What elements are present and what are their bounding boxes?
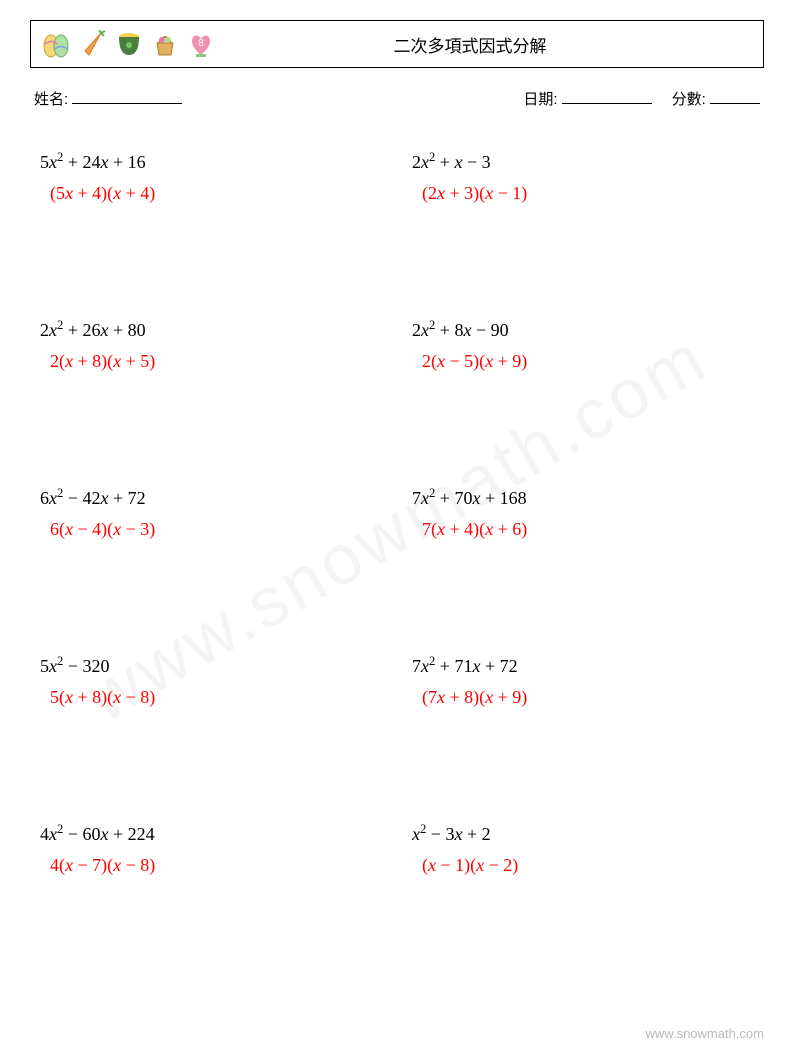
score-field: 分數: (672, 88, 760, 109)
heart-8-icon: 8 (185, 28, 217, 60)
worksheet-title: 二次多項式因式分解 (217, 32, 753, 57)
header-icons: 8 (41, 28, 217, 60)
svg-text:8: 8 (198, 38, 204, 49)
problem-4-question: 2x2 + 8x − 90 (412, 317, 754, 344)
date-label: 日期: (523, 91, 557, 108)
worksheet-page: 8 二次多項式因式分解 姓名: 日期: 分數: 5x2 + 24x + 16 (5… (0, 0, 794, 909)
name-label: 姓名: (34, 91, 68, 108)
problem-3-answer: 2(x + 8)(x + 5) (40, 348, 382, 375)
basket-icon (149, 28, 181, 60)
problem-8: 7x2 + 71x + 72 (7x + 8)(x + 9) (412, 653, 754, 711)
problem-2: 2x2 + x − 3 (2x + 3)(x − 1) (412, 149, 754, 207)
carrot-icon (77, 28, 109, 60)
name-underline (72, 89, 182, 104)
problem-10: x2 − 3x + 2 (x − 1)(x − 2) (412, 821, 754, 879)
problem-4: 2x2 + 8x − 90 2(x − 5)(x + 9) (412, 317, 754, 375)
problem-1-question: 5x2 + 24x + 16 (40, 149, 382, 176)
problem-7: 5x2 − 320 5(x + 8)(x − 8) (40, 653, 382, 711)
problem-7-question: 5x2 − 320 (40, 653, 382, 680)
problem-2-answer: (2x + 3)(x − 1) (412, 180, 754, 207)
problem-3: 2x2 + 26x + 80 2(x + 8)(x + 5) (40, 317, 382, 375)
info-row: 姓名: 日期: 分數: (30, 88, 764, 109)
problem-3-question: 2x2 + 26x + 80 (40, 317, 382, 344)
problem-1-answer: (5x + 4)(x + 4) (40, 180, 382, 207)
problem-6-answer: 7(x + 4)(x + 6) (412, 516, 754, 543)
problem-9-answer: 4(x − 7)(x − 8) (40, 852, 382, 879)
easter-egg-icon (41, 28, 73, 60)
problem-9: 4x2 − 60x + 224 4(x − 7)(x − 8) (40, 821, 382, 879)
problem-10-answer: (x − 1)(x − 2) (412, 852, 754, 879)
problem-4-answer: 2(x − 5)(x + 9) (412, 348, 754, 375)
problem-6-question: 7x2 + 70x + 168 (412, 485, 754, 512)
problems-grid: 5x2 + 24x + 16 (5x + 4)(x + 4) 2x2 + x − 3… (30, 139, 764, 889)
problem-5-answer: 6(x − 4)(x − 3) (40, 516, 382, 543)
problem-10-question: x2 − 3x + 2 (412, 821, 754, 848)
problem-6: 7x2 + 70x + 168 7(x + 4)(x + 6) (412, 485, 754, 543)
problem-5: 6x2 − 42x + 72 6(x − 4)(x − 3) (40, 485, 382, 543)
problem-2-question: 2x2 + x − 3 (412, 149, 754, 176)
problem-9-question: 4x2 − 60x + 224 (40, 821, 382, 848)
date-field: 日期: (523, 88, 651, 109)
name-field: 姓名: (34, 88, 182, 109)
problem-5-question: 6x2 − 42x + 72 (40, 485, 382, 512)
problem-1: 5x2 + 24x + 16 (5x + 4)(x + 4) (40, 149, 382, 207)
score-label: 分數: (672, 91, 706, 108)
problem-7-answer: 5(x + 8)(x − 8) (40, 684, 382, 711)
problem-8-question: 7x2 + 71x + 72 (412, 653, 754, 680)
footer-url: www.snowmath.com (646, 1026, 764, 1041)
problem-8-answer: (7x + 8)(x + 9) (412, 684, 754, 711)
pot-icon (113, 28, 145, 60)
header-box: 8 二次多項式因式分解 (30, 20, 764, 68)
date-underline (562, 89, 652, 104)
score-underline (710, 89, 760, 104)
